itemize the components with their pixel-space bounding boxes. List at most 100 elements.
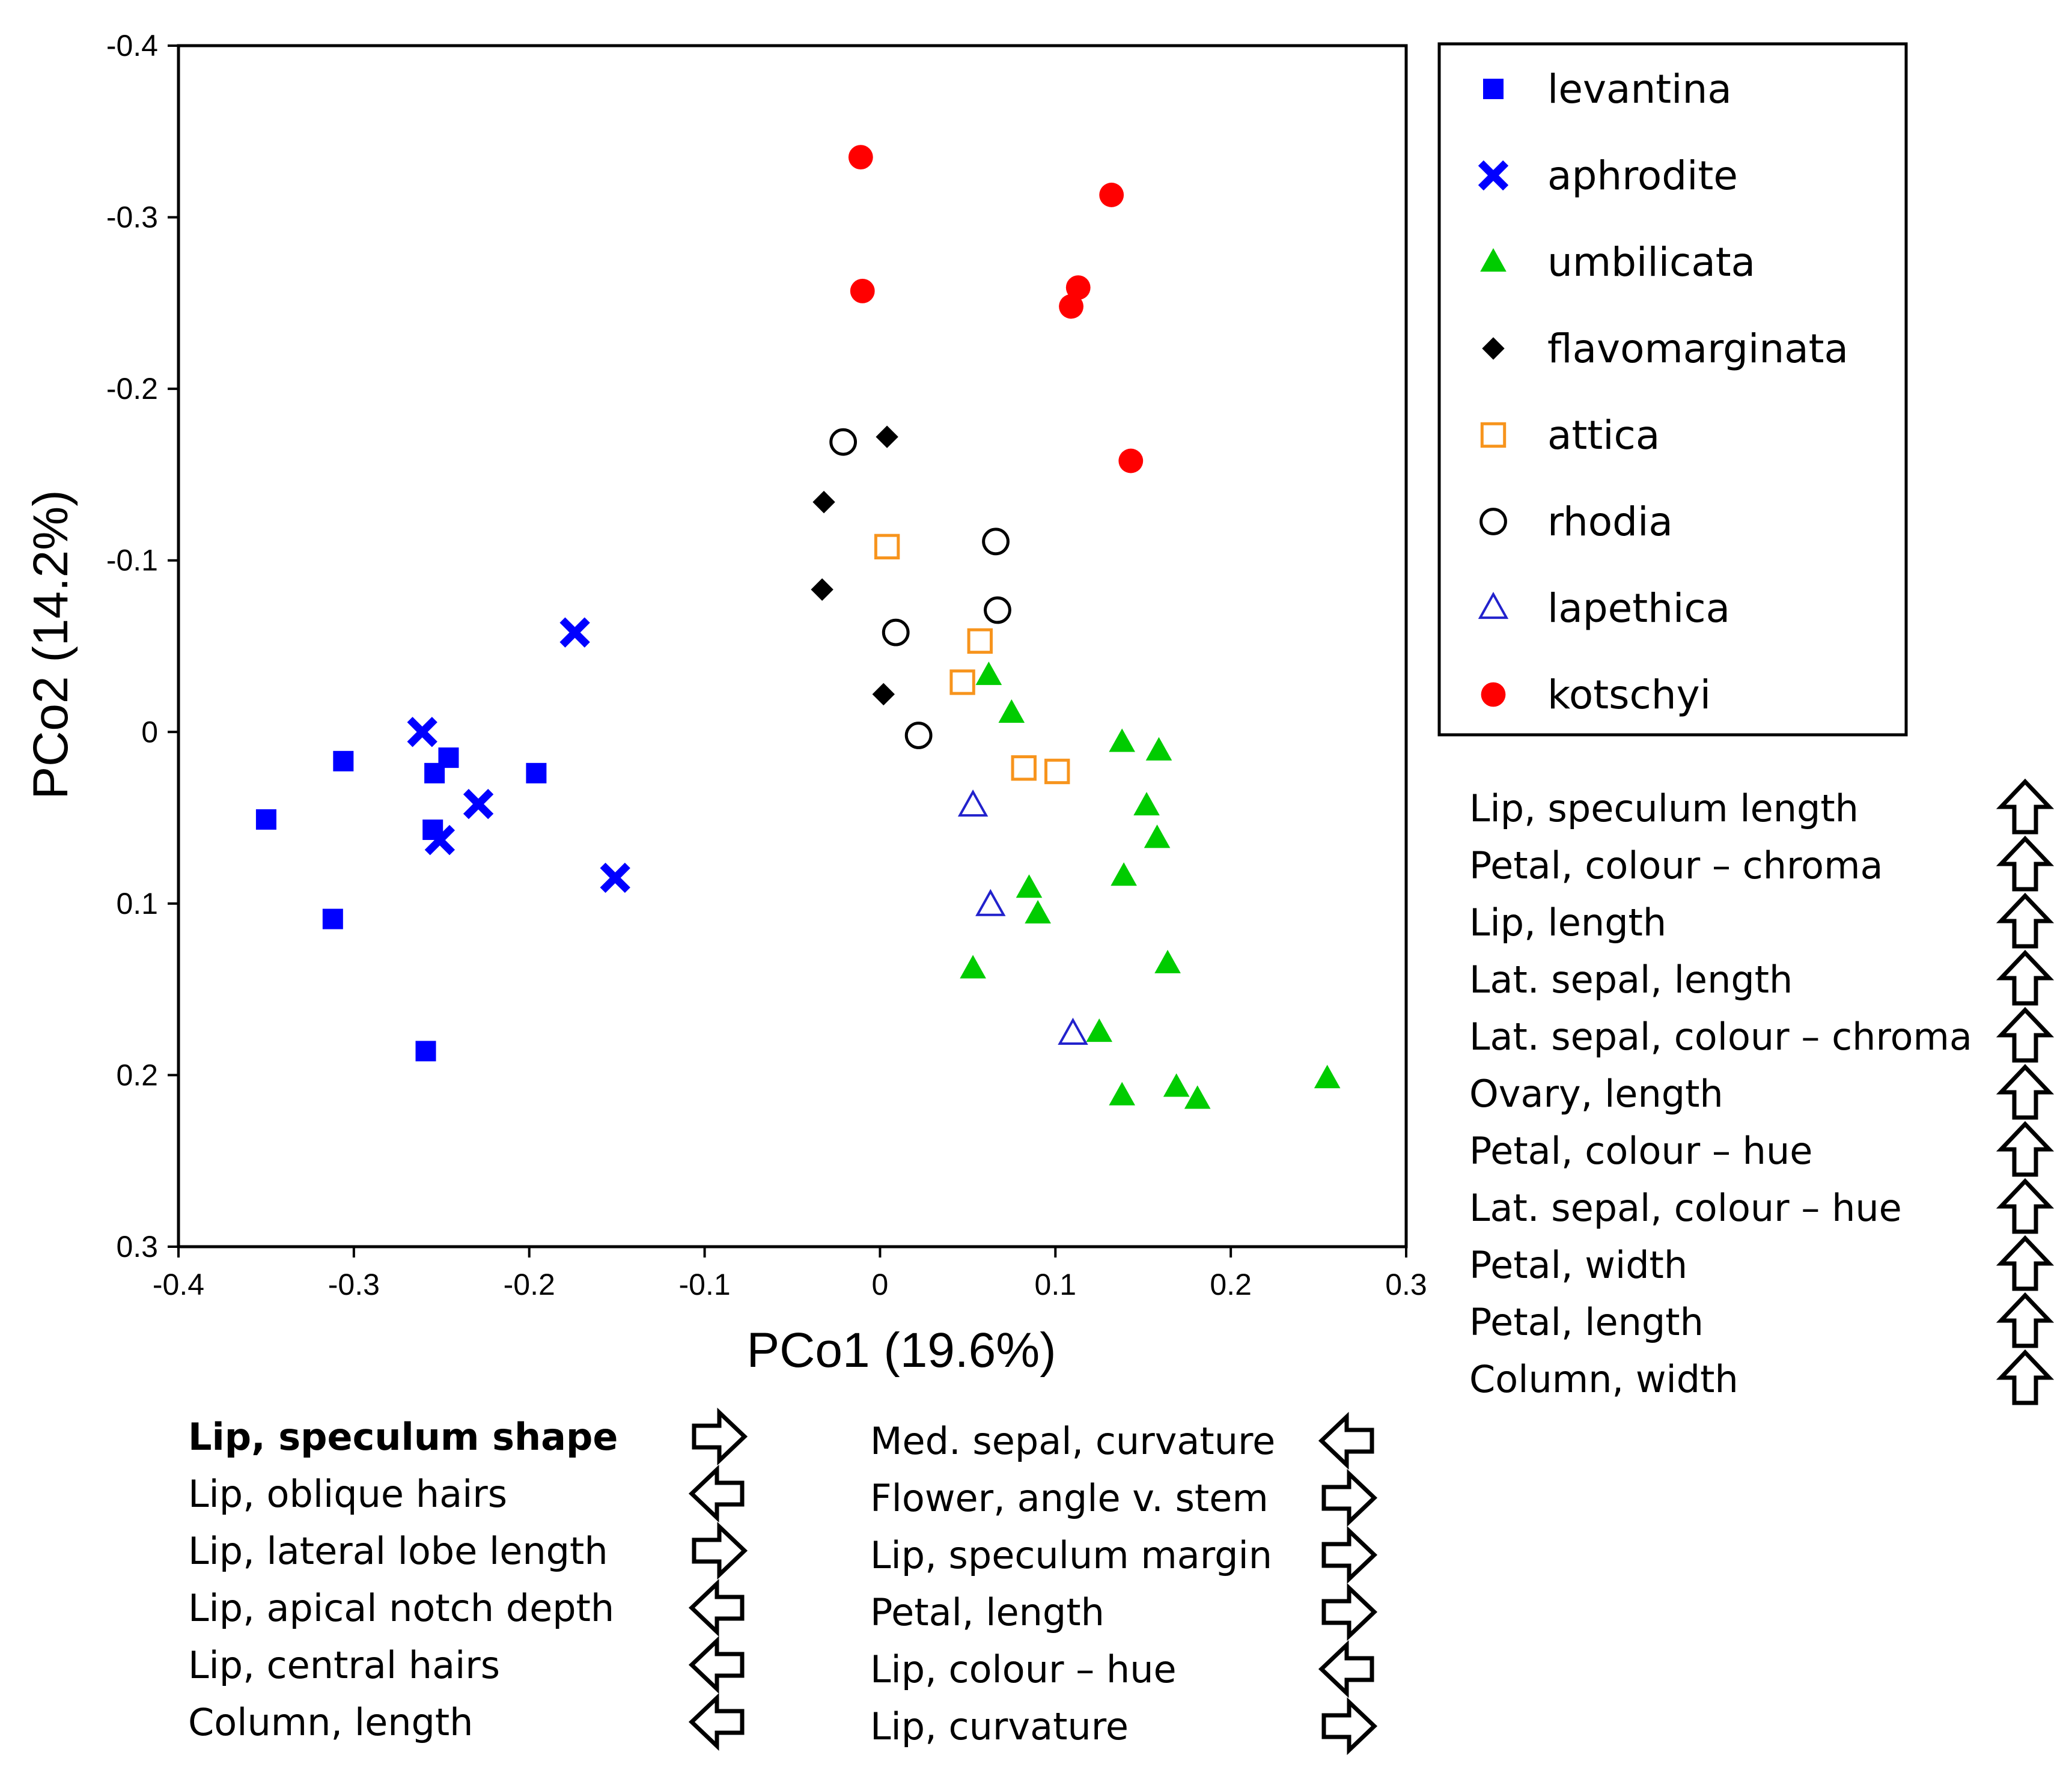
point-umbilicata xyxy=(1109,1081,1135,1106)
point-lapethica xyxy=(975,889,1006,916)
legend-label-levantina: levantina xyxy=(1547,66,1732,112)
variable-label: Flower, angle v. stem xyxy=(870,1476,1269,1520)
arrow-up-icon xyxy=(1996,892,2055,949)
variable-label: Column, width xyxy=(1469,1357,1738,1401)
y-tick-label: 0.3 xyxy=(116,1230,158,1264)
point-levantina xyxy=(255,809,276,830)
point-kotschyi xyxy=(848,145,873,170)
point-attica xyxy=(949,669,975,695)
x-variable-list-right: Med. sepal, curvature Flower, angle v. st… xyxy=(870,1411,1378,1756)
y-tick-label: 0 xyxy=(141,715,158,749)
point-kotschyi xyxy=(1118,448,1144,473)
arrow-up-icon xyxy=(1996,1006,2055,1063)
variable-label: Petal, length xyxy=(870,1590,1105,1634)
arrow-right-icon xyxy=(1321,1697,1378,1756)
x-axis-title: PCo1 (19.6%) xyxy=(746,1323,1056,1378)
variable-label: Column, length xyxy=(188,1700,473,1744)
variable-label: Lip, speculum margin xyxy=(870,1533,1272,1577)
point-aphrodite xyxy=(463,789,494,820)
legend-marker-attica xyxy=(1480,422,1507,448)
point-levantina xyxy=(322,908,343,929)
variable-label: Lat. sepal, colour – hue xyxy=(1469,1186,1902,1230)
point-aphrodite xyxy=(424,825,456,856)
legend-label-attica: attica xyxy=(1547,412,1660,458)
legend-marker-kotschyi xyxy=(1481,682,1506,707)
variable-label: Lip, speculum length xyxy=(1469,786,1859,830)
variable-label: Lip, central hairs xyxy=(188,1643,500,1687)
y-tick-label: -0.3 xyxy=(106,201,158,234)
arrow-left-icon xyxy=(688,1692,745,1751)
point-aphrodite xyxy=(559,617,590,648)
arrow-right-icon xyxy=(1321,1468,1378,1527)
point-levantina xyxy=(438,747,459,768)
arrow-up-icon xyxy=(1996,835,2055,892)
x-tick-label: 0.3 xyxy=(1385,1268,1427,1301)
legend-label-kotschyi: kotschyi xyxy=(1547,672,1711,718)
plot-area: -0.4 -0.3 -0.2 -0.1 0 0.1 0.2 0.3 -0.4-0.3-0.2-… xyxy=(23,29,1427,1378)
arrow-up-icon xyxy=(1996,1178,2055,1234)
point-umbilicata xyxy=(1025,900,1051,924)
y-tick-label: 0.2 xyxy=(116,1058,158,1092)
legend-marker-rhodia xyxy=(1479,508,1507,535)
legend-marker-levantina xyxy=(1483,79,1504,99)
legend-frame xyxy=(1437,42,1908,737)
legend-marker-lapethica xyxy=(1478,591,1509,619)
arrow-right-icon xyxy=(692,1521,748,1580)
point-umbilicata xyxy=(1086,1018,1113,1042)
point-kotschyi xyxy=(1059,294,1083,319)
point-attica xyxy=(1011,755,1037,781)
point-attica xyxy=(967,628,993,654)
point-umbilicata xyxy=(1016,874,1043,898)
point-lapethica xyxy=(957,789,989,817)
legend-label-lapethica: lapethica xyxy=(1547,585,1730,631)
legend-label-umbilicata: umbilicata xyxy=(1547,239,1755,285)
x-tick-label: -0.3 xyxy=(328,1268,380,1301)
variable-label: Petal, colour – chroma xyxy=(1469,844,1883,887)
point-umbilicata xyxy=(1109,728,1135,752)
arrow-right-icon xyxy=(1321,1525,1378,1584)
x-tick-label: 0 xyxy=(872,1268,889,1301)
variable-label: Lip, colour – hue xyxy=(870,1647,1177,1691)
point-umbilicata xyxy=(1111,862,1137,886)
point-flavomarginata xyxy=(872,683,895,706)
point-kotschyi xyxy=(850,278,875,303)
y-tick-label: -0.1 xyxy=(106,544,158,577)
point-levantina xyxy=(415,1041,436,1062)
legend-marker-flavomarginata xyxy=(1482,337,1505,360)
legend-label-flavomarginata: flavomarginata xyxy=(1547,326,1848,372)
point-levantina xyxy=(333,750,354,771)
point-rhodia xyxy=(904,722,933,749)
variable-label: Lip, speculum shape xyxy=(188,1415,618,1459)
plot-frame xyxy=(177,44,1408,1248)
arrow-up-icon xyxy=(1996,1063,2055,1120)
arrow-up-icon xyxy=(1996,778,2055,835)
point-umbilicata xyxy=(1133,792,1160,816)
variable-label: Lip, lateral lobe length xyxy=(188,1529,608,1573)
variable-label: Petal, width xyxy=(1469,1243,1687,1287)
arrow-up-icon xyxy=(1996,1121,2055,1177)
variable-label: Med. sepal, curvature xyxy=(870,1419,1275,1463)
variable-label: Lip, apical notch depth xyxy=(188,1586,614,1630)
x-tick-label: -0.2 xyxy=(504,1268,555,1301)
point-umbilicata xyxy=(960,955,986,979)
arrow-up-icon xyxy=(1996,949,2055,1006)
variable-label: Petal, length xyxy=(1469,1300,1704,1344)
point-umbilicata xyxy=(1145,737,1172,761)
point-umbilicata xyxy=(975,661,1002,686)
point-umbilicata xyxy=(1154,949,1181,973)
variable-label: Petal, colour – hue xyxy=(1469,1129,1812,1173)
legend-label-aphrodite: aphrodite xyxy=(1547,153,1738,199)
variable-label: Lip, length xyxy=(1469,901,1666,944)
point-lapethica xyxy=(1058,1017,1088,1045)
legend-marker-aphrodite xyxy=(1478,160,1509,191)
y-tick-label: -0.4 xyxy=(106,29,158,62)
variable-label: Lip, curvature xyxy=(870,1705,1129,1748)
arrow-left-icon xyxy=(688,1464,745,1523)
point-flavomarginata xyxy=(812,490,835,514)
point-umbilicata xyxy=(1163,1073,1190,1097)
point-umbilicata xyxy=(1314,1065,1341,1089)
y-tick-label: 0.1 xyxy=(116,887,158,920)
point-rhodia xyxy=(982,528,1010,556)
arrow-right-icon xyxy=(692,1407,748,1466)
